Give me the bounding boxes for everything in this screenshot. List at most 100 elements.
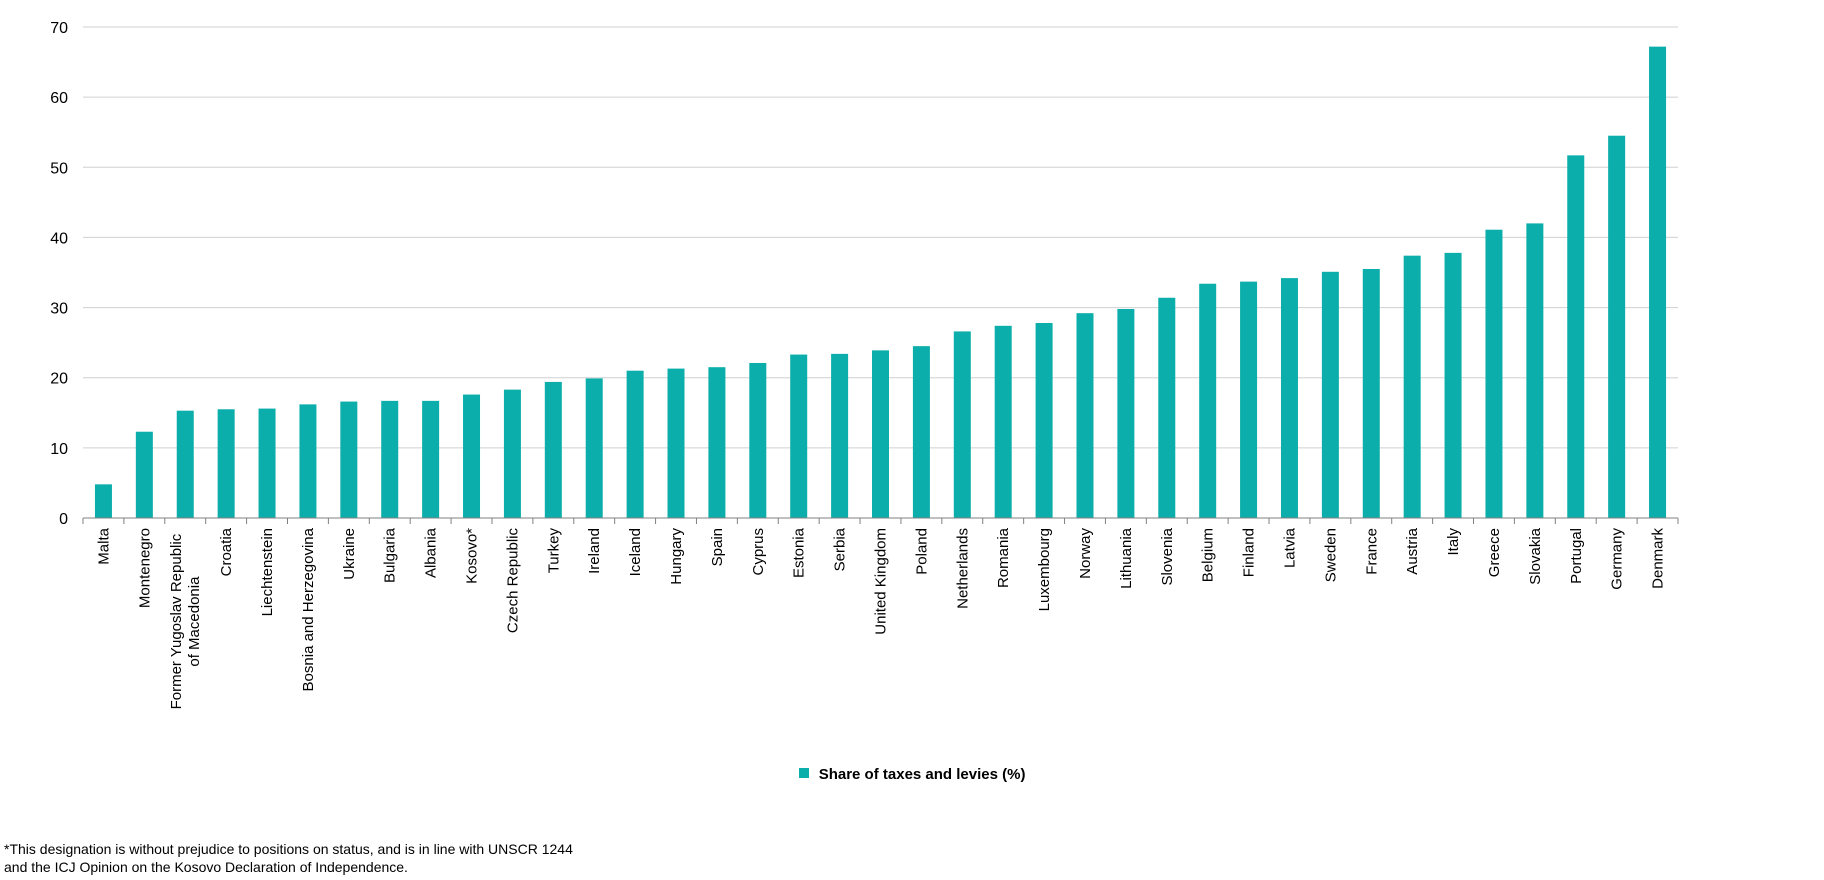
x-tick-label-line: of Macedonia [186,576,203,667]
bar [544,381,562,518]
x-tick-label: Norway [1077,528,1094,579]
x-tick-label: Italy [1445,528,1462,556]
x-tick-label: Spain [709,528,726,566]
bar [749,362,767,518]
bar [1240,281,1258,518]
x-tick-label: Germany [1609,528,1626,590]
bar [135,431,153,518]
bar [1117,308,1135,518]
bar [994,325,1012,518]
x-tick-label: Iceland [627,528,644,576]
x-tick-label: Czech Republic [504,528,521,634]
bar [1321,271,1339,518]
bar [1608,135,1626,518]
bar [626,370,644,518]
bar [912,346,930,518]
bar [667,368,685,518]
x-tick-label: Luxembourg [1036,528,1053,611]
bar [1649,46,1667,518]
bar [953,331,971,518]
x-tick-label: Ireland [586,528,603,574]
bar [463,394,481,518]
bar [1485,229,1503,518]
x-tick-label: Sweden [1322,528,1339,582]
footnote-line-1: *This designation is without prejudice t… [4,841,573,857]
bar [1567,155,1585,518]
bar [831,353,849,518]
x-tick-label: Malta [95,527,112,564]
bar [708,367,726,518]
x-tick-label: Serbia [832,527,849,571]
bar [1076,313,1094,518]
y-tick-label: 60 [50,90,68,107]
bar [1403,255,1421,518]
x-tick-label: Poland [913,528,930,575]
bar [299,404,317,518]
x-tick-label: Bosnia and Herzegovina [300,527,317,691]
bar [1035,323,1053,518]
x-tick-label: Belgium [1200,528,1217,582]
y-tick-label: 20 [50,371,68,388]
x-tick-label: Denmark [1650,528,1667,589]
y-tick-label: 30 [50,301,68,318]
x-tick-label: Hungary [668,528,685,585]
x-tick-label: Latvia [1281,527,1298,568]
legend: Share of taxes and levies (%) [0,766,1824,783]
y-tick-label: 50 [50,160,68,177]
x-axis-categories: Malta Montenegro Former Yugoslav Republico… [95,527,1666,709]
bar [1158,297,1176,518]
x-tick-label: Netherlands [954,528,971,609]
bar [422,400,440,518]
legend-label: Share of taxes and levies (%) [818,766,1026,783]
bar [176,410,194,518]
bar [1199,283,1217,518]
footnote-line-2: and the ICJ Opinion on the Kosovo Declar… [4,859,408,875]
x-tick-label: Slovenia [1159,527,1176,585]
y-tick-label: 40 [50,230,68,247]
bar [1526,223,1544,518]
bar [1444,252,1462,519]
bar [1362,268,1380,518]
bar [503,389,521,518]
x-tick-label: Bulgaria [382,527,399,583]
bar [1280,278,1298,518]
x-tick-label: Ukraine [341,528,358,580]
x-axis [82,517,1679,524]
x-tick-label: Finland [1241,528,1258,577]
x-tick-label: Liechtenstein [259,528,276,616]
bar [585,378,603,518]
bar [381,400,399,518]
bar [258,408,276,518]
x-tick-label: Lithuania [1118,527,1135,589]
x-tick-label: Montenegro [136,528,153,608]
gridlines [83,26,1678,449]
x-tick-label: Portugal [1568,528,1585,584]
bar [217,409,235,518]
x-tick-label: Austria [1404,527,1421,574]
x-tick-label: United Kingdom [873,528,890,635]
y-tick-label: 70 [50,20,68,37]
x-tick-label: Croatia [218,527,235,576]
x-tick-label-line: Former Yugoslav Republic [168,533,185,709]
x-tick-label: Cyprus [750,528,767,576]
x-tick-label: Slovakia [1527,527,1544,584]
footnote: *This designation is without prejudice t… [4,840,573,876]
bars [94,46,1667,519]
x-tick-label: France [1363,528,1380,575]
bar [94,484,112,518]
bar [872,350,889,518]
y-axis-ticks: 0 10 20 30 40 50 60 70 [50,20,68,528]
x-tick-label: Estonia [791,527,808,578]
y-tick-label: 10 [50,441,68,458]
y-tick-label: 0 [59,511,68,528]
x-tick-label: Former Yugoslav Republicof Macedonia [168,533,203,709]
x-tick-label: Greece [1486,528,1503,577]
bar-chart: 0 10 20 30 40 50 60 70 Malta Montenegro Former Yu… [50,20,1679,709]
bar [340,401,358,518]
x-tick-label: Turkey [545,528,562,574]
legend-swatch [798,768,809,779]
x-tick-label: Kosovo* [464,528,481,584]
bar [790,354,808,518]
x-tick-label: Albania [423,527,440,578]
x-tick-label: Romania [995,527,1012,588]
